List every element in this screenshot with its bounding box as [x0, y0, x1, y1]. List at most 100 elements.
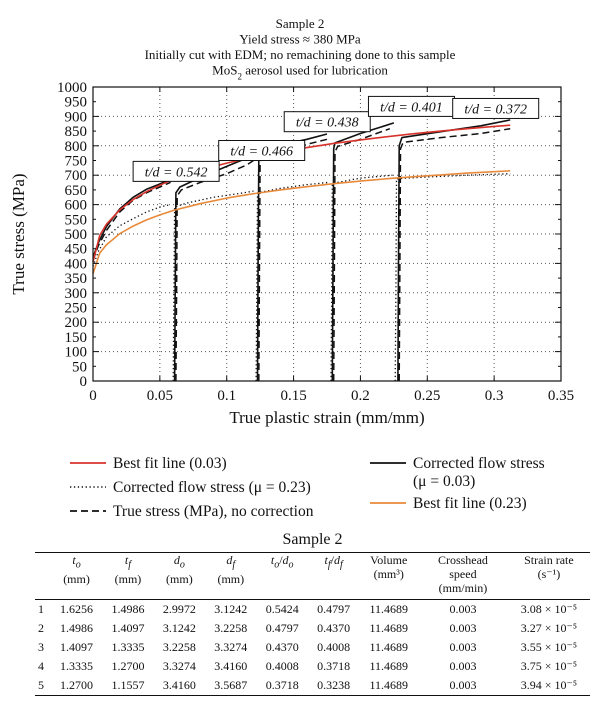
y-tick-label: 600: [65, 198, 88, 214]
table-cell: 1.3335: [60, 659, 94, 673]
table-cell: 1.1557: [111, 678, 145, 692]
header-subscript: f: [128, 559, 131, 571]
table-cell: 0.4008: [265, 659, 299, 673]
header-symbol: d: [173, 553, 180, 567]
y-tick-label: 750: [65, 154, 88, 170]
annotation-label: t/d = 0.401: [380, 100, 443, 115]
table-row: 4 1.3335 1.2700 3.3274 3.4160 0.4008 0.3718 11.…: [35, 657, 590, 676]
title-line: Sample 2: [276, 16, 325, 31]
table-cell: 0.4008: [317, 640, 351, 654]
y-axis-label: True stress (MPa): [9, 173, 28, 294]
table-cell: 3.4160: [214, 659, 248, 673]
title-line: Yield stress ≈ 380 MPa: [239, 32, 360, 47]
header-text: Volume: [370, 553, 408, 567]
table-header-cell: df (mm): [205, 553, 256, 600]
annotation-label: t/d = 0.372: [464, 102, 527, 117]
series-solid-segment-2: [173, 153, 254, 382]
table-cell: 1.6256: [60, 602, 94, 616]
table-cell: 11.4689: [369, 621, 408, 635]
header-subscript: o: [179, 559, 185, 571]
x-tick-label: 0.25: [414, 388, 440, 404]
table-cell: 2.9972: [162, 602, 196, 616]
table-cell: 3.2258: [214, 621, 248, 635]
y-tick-label: 200: [65, 315, 88, 331]
header-symbol: t: [324, 553, 328, 567]
header-unit: (s⁻¹): [537, 567, 561, 581]
annotation-box: [132, 160, 220, 182]
legend-label: Corrected flow stress (μ = 0.23): [113, 479, 311, 496]
table-cell: 0.3718: [317, 659, 351, 673]
chart-grid: [93, 87, 561, 381]
table-cell: 0.003: [449, 659, 477, 673]
y-tick-label: 350: [65, 271, 88, 287]
sample-table: Sample 2 to (mm) tf (mm) do (mm) df (mm) to/do tf…: [35, 531, 590, 696]
table-cell: 1.4986: [111, 602, 145, 616]
series-orange-solid-segment-1: [92, 170, 511, 274]
table-row: 1 1.6256 1.4986 2.9972 3.1242 0.5424 0.4797 11.…: [35, 600, 590, 620]
y-tick-label: 150: [65, 330, 88, 346]
header-unit: (mm): [166, 572, 193, 587]
table-cell: 0.003: [449, 621, 477, 635]
header-subscript: f: [339, 559, 343, 571]
table-cell: 3.1242: [162, 621, 196, 635]
table-cell: 3.4160: [162, 678, 196, 692]
table-header-cell: to (mm): [51, 553, 102, 600]
table-header-cell: tf (mm): [102, 553, 153, 600]
table-cell: 3.94 × 10⁻⁵: [520, 678, 578, 692]
x-axis-label: True plastic strain (mm/mm): [229, 408, 424, 427]
table-cell: 3.5687: [214, 678, 248, 692]
annotation-label: t/d = 0.542: [145, 165, 208, 180]
header-symbol: d: [333, 553, 340, 567]
y-tick-label: 850: [65, 124, 88, 140]
y-tick-label: 250: [65, 301, 88, 317]
table-cell: 11.4689: [369, 602, 408, 616]
header-subscript: o: [274, 559, 280, 571]
series-dashed-segment-1: [92, 181, 171, 261]
table-header-row: to (mm) tf (mm) do (mm) df (mm) to/do tf/df Volume…: [35, 552, 590, 600]
header-unit: (mm): [63, 572, 90, 587]
table-cell: 0.4797: [265, 621, 299, 635]
series-solid-segment-3: [256, 133, 328, 382]
table-header-cell: to/do: [270, 553, 294, 571]
table-row-id: 4: [38, 659, 44, 673]
table-header-cell: tf/df: [324, 553, 343, 571]
x-tick-label: 0.35: [548, 388, 574, 404]
header-subscript: f: [327, 559, 331, 571]
header-subscript: o: [75, 559, 81, 571]
header-unit: (mm/min): [438, 581, 488, 595]
table-cell: 1.3335: [111, 640, 145, 654]
header-text: Crosshead speed: [437, 553, 488, 581]
table-row-id: 5: [38, 678, 44, 692]
header-subscript: o: [288, 559, 294, 571]
x-tick-label: 0.05: [147, 388, 173, 404]
table-cell: 11.4689: [369, 659, 408, 673]
table-cell: 3.1242: [214, 602, 248, 616]
table-cell: 0.4797: [317, 602, 351, 616]
table-cell: 1.2700: [111, 659, 145, 673]
table-cell: 1.4097: [111, 621, 145, 635]
table-cell: 0.4370: [317, 621, 351, 635]
header-symbol: d: [282, 553, 289, 567]
x-tick-label: 0.2: [351, 388, 370, 404]
series-solid-segment-4: [331, 122, 395, 382]
y-tick-label: 300: [65, 286, 88, 302]
series-dotted-segment-3: [255, 181, 330, 382]
series-dotted-segment-4: [330, 174, 393, 382]
table-header-cell: [35, 553, 51, 600]
table-cell: 3.75 × 10⁻⁵: [520, 659, 578, 673]
y-tick-label: 800: [65, 139, 88, 155]
header-text: Strain rate: [524, 553, 574, 567]
header-symbol: d: [226, 553, 233, 567]
header-subscript: f: [232, 559, 236, 571]
data-table: to (mm) tf (mm) do (mm) df (mm) to/do tf/df Volume…: [35, 552, 590, 696]
annotation-label: t/d = 0.438: [296, 116, 359, 131]
y-tick-label: 50: [72, 359, 87, 375]
table-cell: 0.5424: [265, 602, 299, 616]
series-dashed-segment-4: [332, 127, 391, 382]
x-tick-label: 0.3: [485, 388, 504, 404]
table-cell: 1.4986: [60, 621, 94, 635]
table-cell: 0.4370: [265, 640, 299, 654]
